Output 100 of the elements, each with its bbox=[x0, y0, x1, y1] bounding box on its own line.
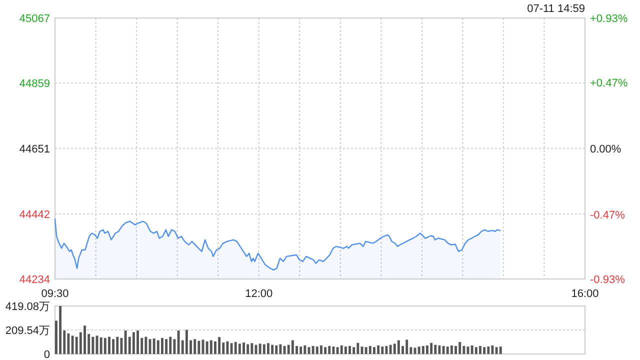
x-tick-label: 09:30 bbox=[41, 288, 69, 300]
bar bbox=[474, 347, 478, 354]
bar bbox=[242, 342, 245, 354]
bar bbox=[124, 330, 127, 354]
bar bbox=[336, 347, 339, 354]
bar bbox=[450, 345, 453, 354]
bar bbox=[177, 330, 180, 354]
bar bbox=[304, 345, 306, 354]
y2-tick-label: -0.47% bbox=[590, 209, 626, 222]
bar bbox=[381, 346, 384, 354]
bar bbox=[173, 339, 176, 354]
bar bbox=[120, 338, 123, 354]
y-tick-label: 419.08万 bbox=[5, 301, 50, 313]
bar bbox=[491, 345, 494, 354]
bar bbox=[198, 340, 200, 354]
bar bbox=[368, 346, 372, 354]
bar bbox=[206, 341, 208, 354]
bar bbox=[300, 346, 302, 354]
bar bbox=[499, 346, 502, 354]
bar bbox=[397, 340, 400, 354]
bar bbox=[344, 346, 347, 354]
bar bbox=[100, 337, 102, 354]
bar bbox=[92, 336, 94, 354]
bar bbox=[312, 346, 314, 354]
bar bbox=[267, 343, 270, 354]
bar bbox=[373, 347, 376, 354]
bar bbox=[165, 339, 168, 354]
bar bbox=[483, 347, 486, 354]
y-tick-label: 44234 bbox=[19, 274, 50, 286]
bar bbox=[442, 346, 445, 354]
bar bbox=[234, 342, 237, 354]
bar bbox=[144, 336, 148, 354]
bar bbox=[210, 340, 212, 354]
bar bbox=[487, 346, 490, 354]
bar bbox=[470, 345, 474, 354]
bar bbox=[226, 341, 229, 354]
y-tick-label: 209.54万 bbox=[5, 325, 50, 337]
bar bbox=[246, 344, 250, 354]
bar bbox=[352, 347, 356, 354]
bar bbox=[214, 341, 216, 354]
bar bbox=[230, 343, 233, 354]
bar bbox=[194, 339, 196, 354]
bar bbox=[169, 336, 172, 354]
bar bbox=[84, 326, 86, 354]
bar bbox=[71, 336, 74, 354]
bar bbox=[152, 338, 156, 354]
bar bbox=[364, 347, 368, 354]
bar bbox=[377, 345, 380, 354]
bar bbox=[340, 345, 343, 354]
bar bbox=[185, 330, 188, 354]
y-tick-label: 45067 bbox=[19, 13, 50, 25]
bar bbox=[136, 330, 139, 354]
bar bbox=[59, 306, 62, 354]
bar bbox=[108, 336, 110, 354]
bar bbox=[389, 344, 392, 354]
bar bbox=[218, 337, 221, 354]
bar bbox=[356, 342, 360, 354]
bar bbox=[348, 346, 351, 354]
y2-tick-label: -0.93% bbox=[590, 274, 626, 286]
bar bbox=[291, 340, 294, 354]
y-tick-label: 0 bbox=[44, 349, 50, 360]
bar bbox=[422, 346, 424, 354]
bar bbox=[495, 347, 498, 354]
y2-tick-label: +0.93% bbox=[590, 13, 628, 25]
bar bbox=[320, 345, 322, 354]
bar bbox=[161, 338, 164, 354]
bar bbox=[316, 346, 318, 354]
bar bbox=[287, 344, 290, 354]
bar bbox=[250, 343, 254, 354]
bar bbox=[328, 346, 331, 354]
bar bbox=[430, 342, 433, 354]
bar bbox=[283, 346, 286, 354]
bar bbox=[116, 336, 119, 354]
bar bbox=[324, 347, 327, 354]
text: 07-11 14:59 bbox=[527, 3, 585, 15]
bar bbox=[271, 344, 274, 354]
bar bbox=[479, 346, 482, 354]
y2-tick-label: +0.47% bbox=[590, 78, 628, 90]
bar bbox=[279, 344, 282, 354]
bar bbox=[454, 346, 457, 354]
bar bbox=[262, 344, 266, 354]
y-tick-label: 44859 bbox=[19, 78, 50, 90]
bar bbox=[332, 346, 335, 354]
bar bbox=[458, 342, 462, 354]
bar bbox=[438, 345, 441, 354]
y-tick-label: 44651 bbox=[19, 143, 50, 156]
bar bbox=[434, 344, 437, 354]
x-tick-label: 16:00 bbox=[571, 288, 599, 300]
bar bbox=[67, 333, 70, 354]
bar bbox=[446, 346, 449, 354]
bar bbox=[112, 339, 115, 354]
bar bbox=[418, 346, 420, 354]
bar bbox=[406, 340, 408, 354]
bar bbox=[426, 345, 428, 354]
bar bbox=[393, 344, 396, 354]
bar bbox=[275, 345, 278, 354]
bar bbox=[238, 344, 241, 354]
x-tick-label: 12:00 bbox=[245, 288, 273, 300]
y2-tick-label: 0.00% bbox=[590, 144, 622, 156]
bar bbox=[104, 338, 106, 354]
